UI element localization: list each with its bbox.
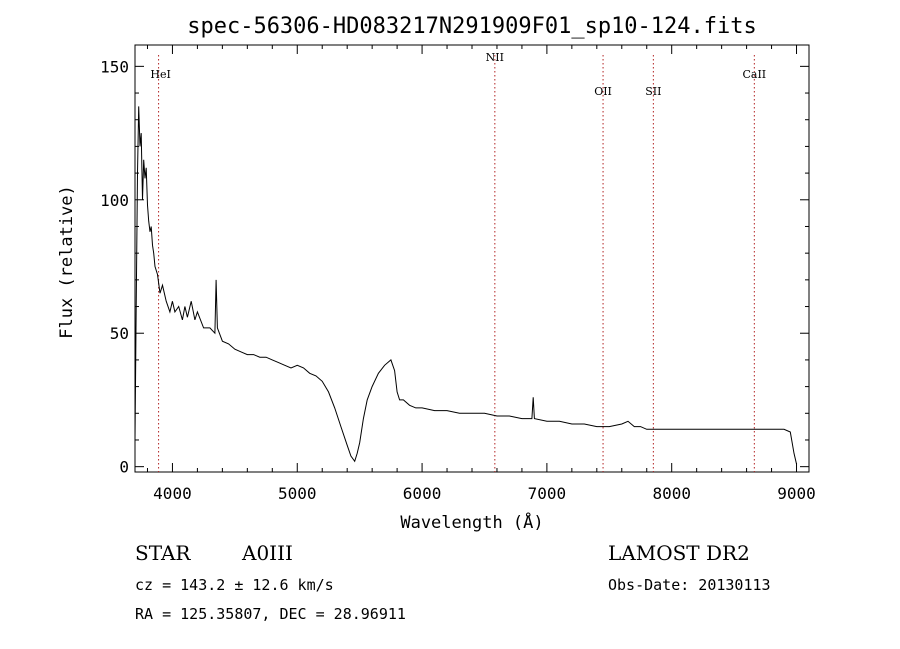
plot-frame — [134, 44, 810, 473]
x-tick-label: 8000 — [652, 484, 691, 503]
x-tick-label: 6000 — [403, 484, 442, 503]
x-axis: 4000 5000 6000 7000 8000 9000 — [146, 45, 816, 503]
x-tick-label: 5000 — [278, 484, 317, 503]
coordinates: RA = 125.35807, DEC = 28.96911 — [135, 605, 406, 623]
object-class: STAR — [135, 541, 191, 565]
x-tick-label: 9000 — [777, 484, 816, 503]
y-tick-label: 0 — [119, 458, 129, 477]
x-tick-label: 4000 — [153, 484, 192, 503]
spectrum-line — [134, 106, 797, 465]
x-tick-label: 7000 — [528, 484, 567, 503]
x-axis-label: Wavelength (Å) — [400, 511, 543, 533]
marker-label-caii: CaII — [742, 68, 766, 81]
marker-label-oii: OII — [594, 85, 612, 98]
object-subclass: A0III — [241, 541, 293, 565]
y-tick-label: 150 — [100, 57, 129, 76]
y-axis-label: Flux (relative) — [57, 185, 77, 339]
obs-date: Obs-Date: 20130113 — [608, 576, 771, 594]
chart-title: spec-56306-HD083217N291909F01_sp10-124.f… — [187, 14, 757, 39]
marker-label-sii: SII — [645, 85, 661, 98]
y-tick-label: 50 — [110, 324, 129, 343]
marker-label-hei: HeI — [150, 68, 170, 81]
y-tick-label: 100 — [100, 191, 129, 210]
survey-name: LAMOST DR2 — [608, 541, 750, 565]
marker-label-nii: NII — [486, 51, 504, 64]
redshift-text: cz = 143.2 ± 12.6 km/s — [135, 576, 334, 594]
y-axis: 0 50 100 150 — [100, 57, 809, 477]
spectral-line-markers: HeI NII OII SII CaII — [150, 51, 766, 472]
